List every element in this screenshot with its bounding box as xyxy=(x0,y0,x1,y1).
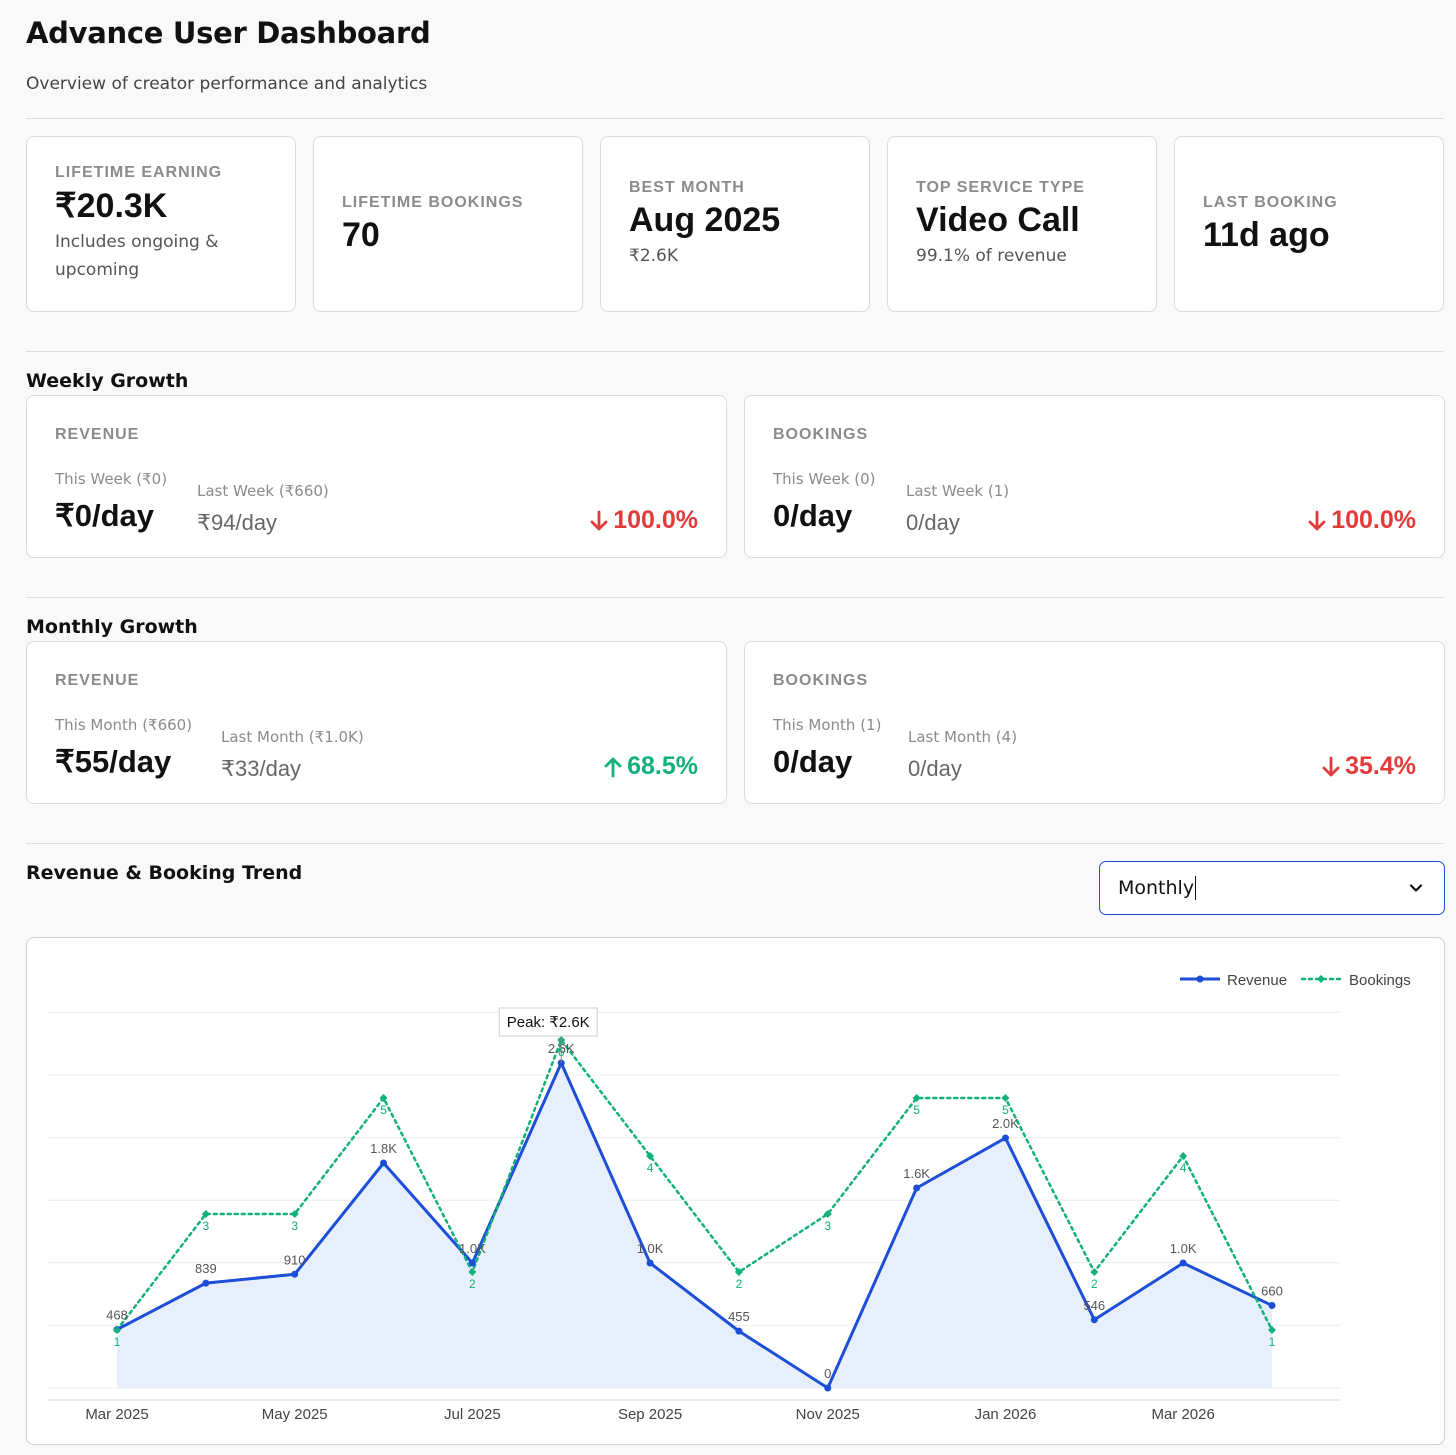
last-period-value: ₹94/day xyxy=(197,510,278,535)
weekly-bookings-card: BOOKINGS This Week (0) 0/day Last Week (… xyxy=(744,395,1445,558)
stat-value: 70 xyxy=(342,215,380,254)
this-period-value: ₹0/day xyxy=(55,498,154,533)
stat-card-last-booking: LAST BOOKING 11d ago xyxy=(1174,136,1444,312)
stat-sub: Includes ongoing & upcoming xyxy=(55,232,219,280)
last-period-value: 0/day xyxy=(908,756,962,781)
divider xyxy=(26,597,1444,598)
last-period-label: Last Month (₹1.0K) xyxy=(221,728,364,746)
monthly-bookings-card: BOOKINGS This Month (1) 0/day Last Month… xyxy=(744,641,1445,804)
this-period-label: This Week (₹0) xyxy=(55,470,168,488)
change-value: 100.0% xyxy=(613,506,698,534)
stat-card-lifetime-earning: LIFETIME EARNING ₹20.3K Includes ongoing… xyxy=(26,136,296,312)
this-period-value: ₹55/day xyxy=(55,744,172,779)
stat-value: Aug 2025 xyxy=(629,200,781,239)
stat-value: Video Call xyxy=(916,200,1080,239)
last-period-label: Last Week (1) xyxy=(906,482,1010,500)
this-period-label: This Month (₹660) xyxy=(55,716,193,734)
card-label: REVENUE xyxy=(55,426,140,443)
stat-value: ₹20.3K xyxy=(55,187,168,225)
change-indicator: 68.5% xyxy=(603,752,698,781)
change-value: 68.5% xyxy=(627,752,698,780)
last-period-value: ₹33/day xyxy=(221,756,302,781)
card-label: BOOKINGS xyxy=(773,426,869,443)
stat-label: LIFETIME EARNING xyxy=(55,164,223,181)
card-label: BOOKINGS xyxy=(773,672,869,689)
arrow-up-icon xyxy=(604,757,622,777)
stat-card-best-month: BEST MONTH Aug 2025 ₹2.6K xyxy=(600,136,870,312)
change-indicator: 100.0% xyxy=(589,506,698,535)
last-period-label: Last Week (₹660) xyxy=(197,482,329,500)
stat-sub: ₹2.6K xyxy=(629,245,678,266)
card-label: REVENUE xyxy=(55,672,140,689)
text-cursor xyxy=(1195,876,1197,900)
stat-sub: 99.1% of revenue xyxy=(916,245,1067,266)
this-period-label: This Week (0) xyxy=(773,470,876,488)
monthly-revenue-card: REVENUE This Month (₹660) ₹55/day Last M… xyxy=(26,641,727,804)
page-title: Advance User Dashboard xyxy=(26,16,431,50)
arrow-down-icon xyxy=(590,510,608,530)
stat-card-lifetime-bookings: LIFETIME BOOKINGS 70 xyxy=(313,136,583,312)
trend-chart-plot xyxy=(48,958,1423,1423)
this-period-value: 0/day xyxy=(773,744,853,779)
monthly-growth-title: Monthly Growth xyxy=(26,616,198,638)
stat-value: 11d ago xyxy=(1203,215,1330,254)
page-subtitle: Overview of creator performance and anal… xyxy=(26,74,428,94)
last-period-value: 0/day xyxy=(906,510,960,535)
stat-label: LIFETIME BOOKINGS xyxy=(342,193,524,211)
stat-label: TOP SERVICE TYPE xyxy=(916,178,1085,196)
stat-label: LAST BOOKING xyxy=(1203,193,1338,211)
arrow-down-icon xyxy=(1308,510,1326,530)
divider xyxy=(26,351,1444,352)
weekly-revenue-card: REVENUE This Week (₹0) ₹0/day Last Week … xyxy=(26,395,727,558)
period-select[interactable]: Monthly xyxy=(1099,861,1445,915)
change-value: 35.4% xyxy=(1345,752,1416,780)
weekly-growth-title: Weekly Growth xyxy=(26,370,189,392)
trend-title: Revenue & Booking Trend xyxy=(26,862,303,884)
divider xyxy=(26,118,1444,119)
chevron-down-icon xyxy=(1409,884,1423,892)
divider xyxy=(26,843,1444,844)
change-value: 100.0% xyxy=(1331,506,1416,534)
arrow-down-icon xyxy=(1322,756,1340,776)
stat-label: BEST MONTH xyxy=(629,178,745,196)
this-period-label: This Month (1) xyxy=(773,716,882,734)
this-period-value: 0/day xyxy=(773,498,853,533)
stat-card-top-service: TOP SERVICE TYPE Video Call 99.1% of rev… xyxy=(887,136,1157,312)
last-period-label: Last Month (4) xyxy=(908,728,1018,746)
period-select-value: Monthly xyxy=(1118,877,1195,899)
change-indicator: 100.0% xyxy=(1307,506,1416,535)
change-indicator: 35.4% xyxy=(1321,752,1416,781)
